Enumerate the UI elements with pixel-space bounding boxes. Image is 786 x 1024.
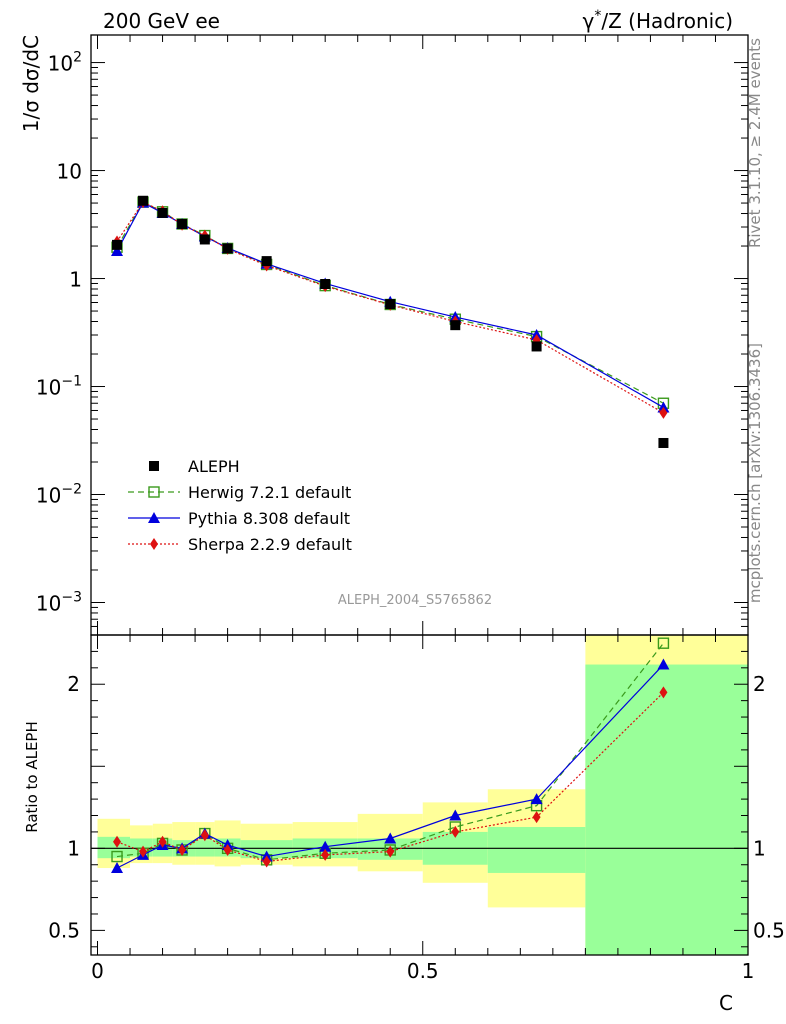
ratio-sherpa-point [532, 811, 541, 824]
ratio-y-tick-label-right: 1 [753, 836, 766, 860]
main-y-tick-label: 10−1 [36, 374, 82, 400]
ratio-sherpa-point [451, 825, 460, 838]
ratio-uncertainty-bands [97, 635, 748, 955]
legend-aleph-marker [149, 461, 159, 471]
stat-uncertainty-band [97, 836, 131, 859]
ratio-sherpa-point [158, 835, 167, 848]
ratio-pythia-point [530, 793, 543, 805]
ratio-plot-series [111, 637, 670, 874]
main-y-tick-label-exponent: −3 [61, 589, 82, 605]
main-aleph-point [177, 218, 188, 229]
header-text-part: /Z (Hadronic) [601, 9, 733, 33]
main-y-tick-label-base: 10 [36, 591, 61, 615]
main-aleph-point [320, 279, 331, 290]
legend-sherpa-label: Sherpa 2.2.9 default [188, 535, 352, 554]
ratio-pythia-point [657, 658, 670, 670]
main-aleph-point [450, 320, 461, 331]
x-axis-label: C [719, 991, 733, 1015]
legend-herwig-marker [148, 486, 160, 498]
x-tick-label: 0.5 [407, 959, 439, 983]
ratio-herwig-point [111, 850, 123, 863]
main-y-tick-label-exponent: −1 [61, 374, 82, 390]
main-y-tick-label: 1 [69, 268, 82, 292]
stat-uncertainty-band [240, 840, 293, 859]
stat-uncertainty-band [487, 827, 586, 873]
ratio-pythia-point [384, 832, 397, 844]
main-aleph-point [222, 243, 233, 254]
main-y-tick-label-base: 10 [48, 52, 73, 76]
header-text-part: γ [583, 9, 595, 33]
ratio-pythia-point [111, 862, 124, 874]
legend-herwig-label: Herwig 7.2.1 default [188, 483, 351, 502]
ratio-plot-frame [90, 634, 749, 956]
y-axis-label-main: 1/σ dσ/dC [19, 35, 43, 132]
main-aleph-point [112, 239, 123, 250]
main-y-tick-label: 10−3 [36, 589, 82, 615]
main-y-tick-label-base: 10 [36, 376, 61, 400]
legend-pythia-label: Pythia 8.308 default [188, 509, 350, 528]
ratio-y-tick-label: 2 [67, 672, 80, 696]
x-tick-label: 1 [742, 959, 755, 983]
ratio-sherpa-line [116, 692, 664, 863]
ratio-y-tick-label: 0.5 [48, 918, 80, 942]
ratio-sherpa-point [139, 845, 148, 858]
header-process-label: γ*/Z (Hadronic) [583, 8, 733, 33]
main-sherpa-point [659, 406, 668, 419]
ratio-sherpa-point [262, 855, 271, 868]
legend-pythia-marker [148, 512, 160, 523]
main-aleph-point [157, 207, 168, 218]
ratio-sherpa-point [321, 848, 330, 861]
analysis-watermark: ALEPH_2004_S5765862 [338, 593, 492, 608]
ratio-sherpa-point [200, 829, 209, 842]
main-aleph-point [658, 437, 669, 448]
header-superscript: * [594, 8, 601, 24]
ratio-pythia-point [319, 840, 332, 852]
main-aleph-point [261, 256, 272, 267]
main-y-tick-label-base: 10 [57, 160, 82, 184]
mcplots-reference-label: mcplots.cern.ch [arXiv:1306.3436] [746, 343, 764, 603]
main-y-tick-label-base: 1 [69, 268, 82, 292]
stat-uncertainty-band [130, 838, 153, 857]
stat-uncertainty-band [585, 664, 748, 955]
header-energy-label: 200 GeV ee [103, 9, 220, 33]
ratio-sherpa-point [178, 843, 187, 856]
ratio-sherpa-point [659, 686, 668, 699]
main-aleph-point [385, 299, 396, 310]
legend-aleph-label: ALEPH [188, 457, 240, 476]
main-aleph-point [138, 195, 149, 206]
main-y-tick-label: 10−2 [36, 482, 82, 508]
main-y-tick-label-exponent: −2 [61, 482, 82, 498]
main-aleph-point [531, 341, 542, 352]
main-pythia-point [111, 244, 124, 256]
main-y-tick-label-exponent: 2 [73, 50, 82, 66]
main-y-tick-label-base: 10 [36, 484, 61, 508]
ratio-herwig-point [657, 637, 670, 649]
ratio-sherpa-point [386, 845, 395, 858]
ratio-y-tick-label-right: 0.5 [753, 918, 785, 942]
main-y-tick-label: 10 [57, 160, 82, 184]
ratio-sherpa-point [113, 835, 122, 848]
ratio-pythia-point [449, 809, 462, 821]
x-tick-label: 0 [91, 959, 104, 983]
ratio-y-tick-label: 1 [67, 836, 80, 860]
main-aleph-point [199, 234, 210, 245]
main-plot-series [111, 195, 670, 448]
main-y-tick-label: 102 [48, 50, 82, 76]
ratio-sherpa-point [223, 843, 232, 856]
rivet-version-label: Rivet 3.1.10, ≥ 2.4M events [746, 38, 764, 248]
legend: ALEPH Herwig 7.2.1 default Pythia 8.308 de… [128, 457, 352, 554]
ratio-y-tick-label-right: 2 [753, 672, 766, 696]
legend-sherpa-marker [150, 538, 158, 550]
y-axis-label-ratio: Ratio to ALEPH [23, 721, 41, 833]
